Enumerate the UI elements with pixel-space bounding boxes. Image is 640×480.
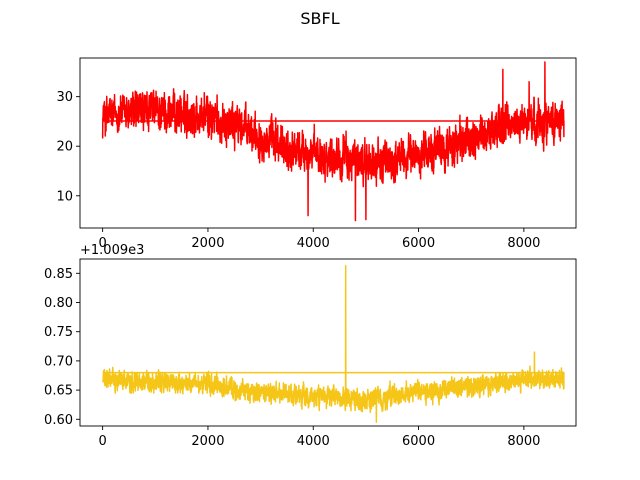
top-axes: 0 2000 4000 6000 8000 10 20 30 <box>56 57 577 251</box>
series-line-2 <box>101 264 565 423</box>
x-tick-label: 6000 <box>402 236 435 251</box>
x-tick-label: 4000 <box>297 236 330 251</box>
axes-frame <box>79 57 577 229</box>
x-tick-label: 2000 <box>191 236 224 251</box>
y-tick-label: 30 <box>56 90 73 105</box>
figure-title: SBFL <box>300 9 339 28</box>
y-tick-label: 0.65 <box>44 384 73 399</box>
x-tick-label: 8000 <box>507 236 540 251</box>
y-tick-label: 0.85 <box>44 267 73 282</box>
x-tick-label: 8000 <box>507 434 540 449</box>
y-tick-label: 0.80 <box>44 296 73 311</box>
axes-frame <box>79 258 577 427</box>
x-tick-label: 4000 <box>297 434 330 449</box>
x-tick-label: 0 <box>99 236 107 251</box>
y-tick-label: 10 <box>56 189 73 204</box>
y-tick-label: 20 <box>56 140 73 155</box>
x-tick-label: 6000 <box>402 434 435 449</box>
series-line-1 <box>101 61 565 222</box>
y-tick-label: 0.70 <box>44 354 73 369</box>
x-tick-label: 2000 <box>191 434 224 449</box>
y-tick-label: 0.75 <box>44 325 73 340</box>
bottom-axes: 0 2000 4000 6000 8000 0.60 0.65 0.70 0.75 0.80 0.8… <box>44 243 577 449</box>
x-tick-label: 0 <box>99 434 107 449</box>
y-tick-label: 0.60 <box>44 413 73 428</box>
y-offset-label: +1.009e3 <box>80 243 144 258</box>
